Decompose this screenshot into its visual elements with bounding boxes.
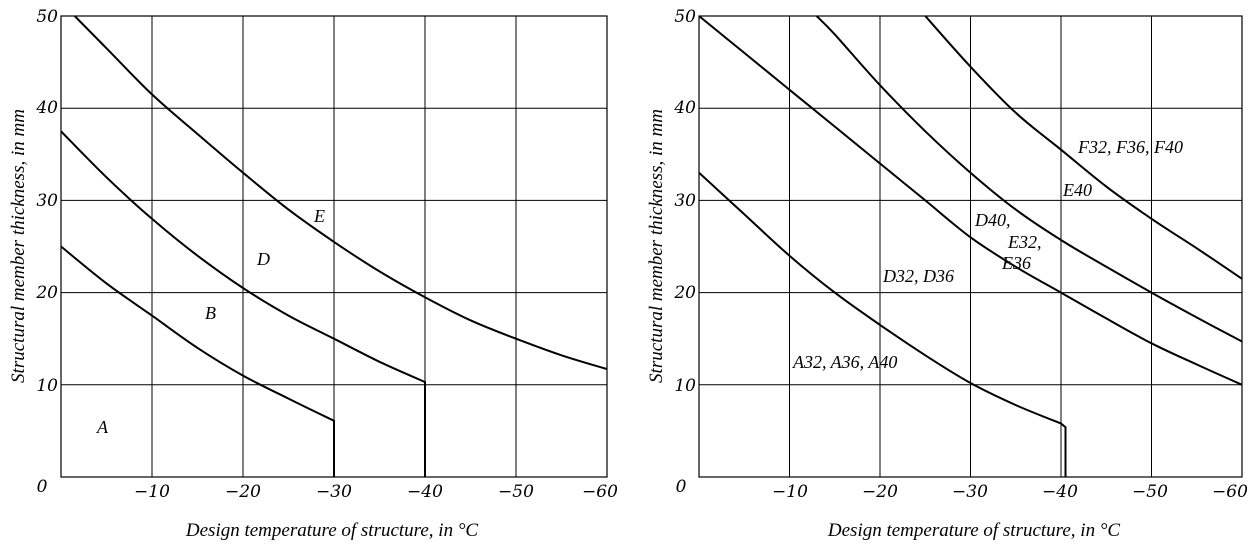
- right-y-tick-label: 50: [674, 7, 696, 27]
- left-curves: [61, 16, 607, 477]
- right-curve-label: D40,: [974, 210, 1011, 230]
- right-y-tick-label: 20: [673, 283, 696, 303]
- left-x-tick-labels: 0 −10 −20 −30 −40 −50 −60: [37, 477, 619, 502]
- right-x-tick-label: −60: [1212, 482, 1248, 502]
- right-curve-3: [815, 16, 1242, 343]
- right-x-axis-label: Design temperature of structure, in °C: [827, 520, 1121, 541]
- left-curve-2: [61, 130, 426, 477]
- left-x-tick-label: −30: [316, 482, 352, 502]
- left-y-axis-label: Structural member thickness, in mm: [8, 109, 29, 383]
- right-curve-label: E32,: [1007, 232, 1042, 252]
- right-y-tick-label: 40: [673, 98, 696, 118]
- left-y-tick-label: 10: [36, 376, 58, 396]
- right-curve-label: D32, D36: [882, 266, 954, 286]
- left-region-label: A: [96, 417, 109, 437]
- right-chart: 0 −10 −20 −30 −40 −50 −60 10 20 30 40 50…: [646, 7, 1248, 541]
- left-region-label: D: [256, 249, 270, 269]
- right-y-axis-label: Structural member thickness, in mm: [646, 109, 667, 383]
- right-curve-label: E36: [1001, 253, 1031, 273]
- left-x-tick-label: −10: [134, 482, 170, 502]
- right-y-tick-labels: 10 20 30 40 50: [673, 7, 696, 396]
- right-curves: [699, 16, 1242, 477]
- right-y-tick-label: 30: [674, 191, 696, 211]
- right-x-tick-label: −10: [772, 482, 808, 502]
- left-region-label: E: [313, 206, 325, 226]
- left-region-label: B: [205, 303, 216, 323]
- right-curve-label: E40: [1062, 180, 1092, 200]
- left-y-tick-label: 40: [35, 98, 58, 118]
- left-y-tick-label: 50: [36, 7, 58, 27]
- right-gridlines: [698, 15, 1243, 478]
- right-x-tick-labels: 0 −10 −20 −30 −40 −50 −60: [676, 477, 1249, 502]
- left-curve-1: [61, 245, 335, 477]
- left-x-tick-label: 0: [37, 477, 48, 497]
- right-curve-4: [924, 16, 1242, 280]
- left-chart: 0 −10 −20 −30 −40 −50 −60 10 20 30 40 50…: [8, 7, 618, 541]
- left-x-tick-label: −20: [225, 482, 261, 502]
- left-curve-3: [73, 16, 607, 371]
- right-curve-2: [699, 16, 1242, 386]
- right-y-tick-label: 10: [674, 376, 696, 396]
- left-y-tick-labels: 10 20 30 40 50: [35, 7, 58, 396]
- right-x-tick-label: −30: [952, 482, 988, 502]
- left-x-tick-label: −60: [582, 482, 618, 502]
- right-x-tick-label: 0: [676, 477, 687, 497]
- left-y-tick-label: 20: [35, 283, 58, 303]
- right-curve-1: [699, 171, 1067, 477]
- right-x-tick-label: −40: [1042, 482, 1078, 502]
- left-x-tick-label: −50: [498, 482, 534, 502]
- plot-frame: [698, 15, 1243, 478]
- right-curve-label: A32, A36, A40: [792, 352, 897, 372]
- right-x-tick-label: −20: [862, 482, 898, 502]
- right-x-tick-label: −50: [1132, 482, 1168, 502]
- left-y-tick-label: 30: [36, 191, 58, 211]
- left-x-axis-label: Design temperature of structure, in °C: [185, 520, 479, 541]
- left-x-tick-label: −40: [407, 482, 443, 502]
- right-curve-label: F32, F36, F40: [1077, 137, 1183, 157]
